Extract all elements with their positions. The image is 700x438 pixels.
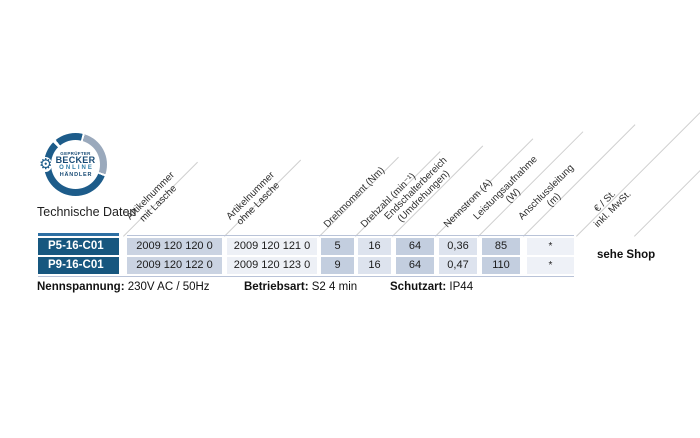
table-cell: 5 xyxy=(321,238,354,255)
table-cell: 110 xyxy=(482,257,520,274)
table-cell: 0,47 xyxy=(439,257,477,274)
table-cell: 64 xyxy=(396,257,434,274)
spec-label: Schutzart: xyxy=(390,281,447,293)
column-header-drehmoment: Drehmoment (Nm) xyxy=(321,165,387,231)
sehe-shop-link[interactable]: sehe Shop xyxy=(597,249,656,261)
table-cell: 64 xyxy=(396,238,434,255)
badge-inner: GEPRÜFTER BECKER ONLINE HÄNDLER xyxy=(51,140,100,189)
page-title: Technische Daten xyxy=(37,205,137,219)
spec-label: Nennspannung: xyxy=(37,281,125,293)
table-cell: 2009 120 121 0 xyxy=(227,238,317,255)
price-asterisk-cell: * xyxy=(527,257,574,274)
badge-line-becker: BECKER xyxy=(55,154,96,165)
table-cell: 16 xyxy=(358,238,391,255)
product-name-cell: P9-16-C01 xyxy=(38,257,119,274)
gear-icon: ⚙ xyxy=(39,155,53,173)
table-cell: 16 xyxy=(358,257,391,274)
table-cell: 9 xyxy=(321,257,354,274)
table-cell: 2009 120 120 0 xyxy=(127,238,222,255)
badge-line-online: ONLINE xyxy=(59,164,94,171)
price-asterisk-cell: * xyxy=(527,238,574,255)
column-header-artikelnummer-mit-lasche: Artikelnummer mit Lasche xyxy=(124,169,179,225)
table-cell: 85 xyxy=(482,238,520,255)
table-cell: 2009 120 122 0 xyxy=(127,257,222,274)
table-cell: 2009 120 123 0 xyxy=(227,257,317,274)
spec-value: 230V AC / 50Hz xyxy=(124,281,210,293)
spec-betriebsart: Betriebsart: S2 4 min xyxy=(244,281,357,293)
spec-label: Betriebsart: xyxy=(244,281,309,293)
table-cell: 0,36 xyxy=(439,238,477,255)
spec-nennspannung: Nennspannung: 230V AC / 50Hz xyxy=(37,281,210,293)
table-bottom-border xyxy=(38,275,574,277)
header-divider xyxy=(634,168,700,237)
badge-line-geprüfter: GEPRÜFTER xyxy=(60,150,91,156)
column-header-preis: € / St. inkl. MwSt. xyxy=(591,188,634,230)
badge-line-haendler: HÄNDLER xyxy=(59,171,93,178)
product-name-cell: P5-16-C01 xyxy=(38,238,119,255)
column-header-artikelnummer-ohne-lasche: Artikelnummer ohne Lasche xyxy=(224,169,282,228)
becker-online-haendler-badge: GEPRÜFTER BECKER ONLINE HÄNDLER ⚙ xyxy=(39,133,107,196)
table-top-border xyxy=(127,234,574,236)
table-top-border-product xyxy=(38,233,119,236)
spec-value: IP44 xyxy=(446,281,474,293)
spec-value: S2 4 min xyxy=(308,281,358,293)
spec-schutzart: Schutzart: IP44 xyxy=(390,281,473,293)
